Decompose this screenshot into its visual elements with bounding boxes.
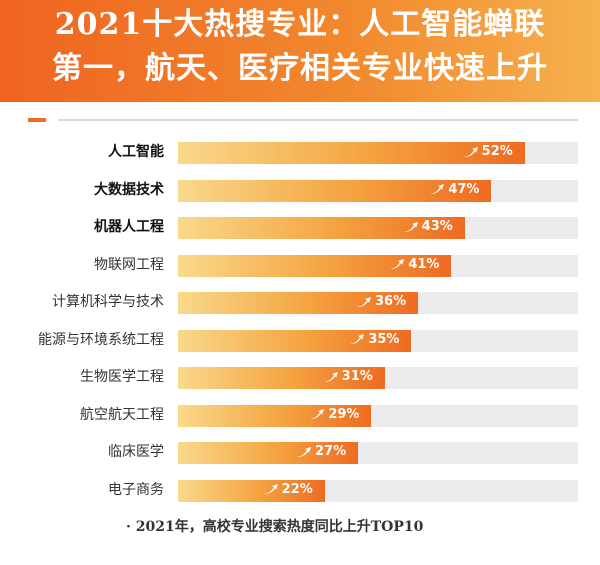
category-label: 机器人工程 [94,219,164,235]
value-text: 35% [368,331,400,347]
title-line-1: 2021十大热搜专业：人工智能蝉联 [54,7,546,42]
title-line-2: 第一，航天、医疗相关专业快速上升 [52,51,548,86]
category-label: 能源与环境系统工程 [38,331,164,348]
value-text: 47% [448,181,480,197]
bar [178,479,325,502]
category-label: 航空航天工程 [80,406,164,423]
value-label: 43% [403,215,453,239]
trend-up-icon [430,184,445,194]
value-text: 43% [421,219,453,234]
bar-row: 物联网工程 41% [0,253,600,277]
bar-row: 大数据技术 47% [0,178,600,202]
trend-up-icon [310,409,325,419]
category-label: 电子商务 [108,481,164,498]
bar [178,179,492,202]
value-text: 29% [328,406,360,422]
value-text: 31% [341,369,373,384]
value-label: 27% [296,440,346,464]
trend-up-icon [323,371,338,382]
trend-up-icon [463,146,478,157]
bar-row: 机器人工程 43% [0,215,600,239]
category-label: 人工智能 [108,144,164,160]
trend-up-icon [263,484,278,494]
value-label: 31% [323,365,373,389]
trend-up-icon [390,259,405,269]
bar-row: 航空航天工程 29% [0,403,600,427]
divider-accent [28,118,46,122]
divider-line [58,119,578,121]
bar [178,217,465,239]
trend-up-icon [297,446,311,457]
trend-up-icon [350,334,365,344]
value-text: 36% [375,294,407,309]
bar [178,329,412,352]
value-label: 29% [309,403,359,427]
bar [178,442,358,464]
value-label: 52% [463,140,513,164]
category-label: 生物医学工程 [80,369,164,385]
bar-row: 生物医学工程 31% [0,365,600,389]
bar-row: 电子商务 22% [0,478,600,502]
value-label: 22% [263,478,313,502]
bar [178,292,418,314]
bar-row: 计算机科学与技术 36% [0,290,600,314]
category-label: 大数据技术 [94,181,164,198]
value-text: 52% [481,144,513,159]
bar [178,254,452,277]
category-label: 计算机科学与技术 [52,294,164,310]
value-text: 22% [281,481,313,497]
value-label: 41% [389,253,439,277]
bar-row: 人工智能 52% [0,140,600,164]
value-label: 35% [349,328,399,352]
category-label: 物联网工程 [94,256,164,273]
bar-chart: 人工智能 52% 大数据技术 47% 机器人工程 43% 物联网工程 41% 计算机科学与技术 3… [0,140,600,502]
chart-footnote: · 2021年，高校专业搜索热度同比上升TOP10 [126,519,424,535]
value-text: 41% [408,256,440,272]
value-label: 36% [356,290,406,314]
category-label: 临床医学 [108,444,164,460]
bar-row: 临床医学 27% [0,440,600,464]
title-banner: 2021十大热搜专业：人工智能蝉联 第一，航天、医疗相关专业快速上升 [0,0,600,102]
trend-up-icon [403,221,418,232]
trend-up-icon [357,296,371,307]
value-label: 47% [429,178,479,202]
bar [178,367,385,389]
value-text: 27% [315,444,347,459]
bar-row: 能源与环境系统工程 35% [0,328,600,352]
bar [178,142,525,164]
